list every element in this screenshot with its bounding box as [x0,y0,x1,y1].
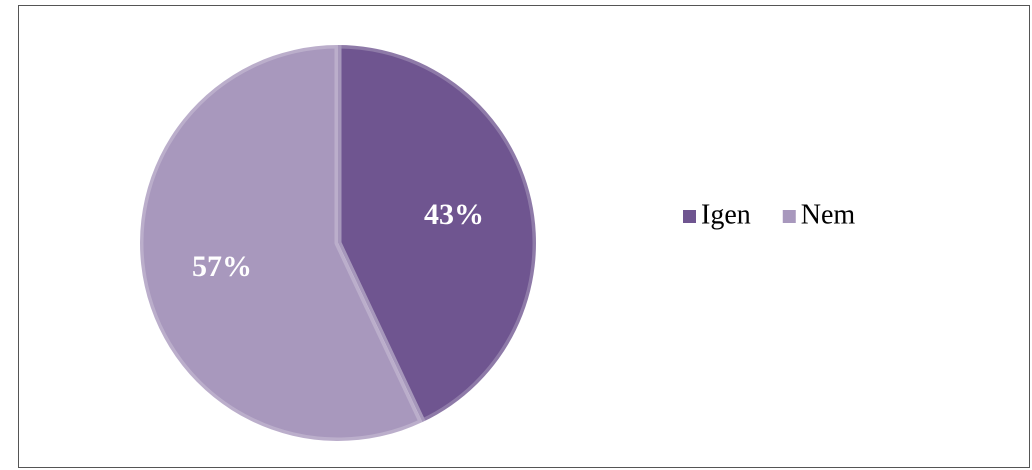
legend-swatch [683,210,696,223]
pie-slice [334,41,540,426]
data-label: 57% [192,250,252,283]
legend-label: Igen [701,199,751,230]
legend-label: Nem [801,199,856,230]
pie-slice [136,41,426,445]
legend-swatch [782,210,796,223]
data-label: 43% [424,198,484,231]
